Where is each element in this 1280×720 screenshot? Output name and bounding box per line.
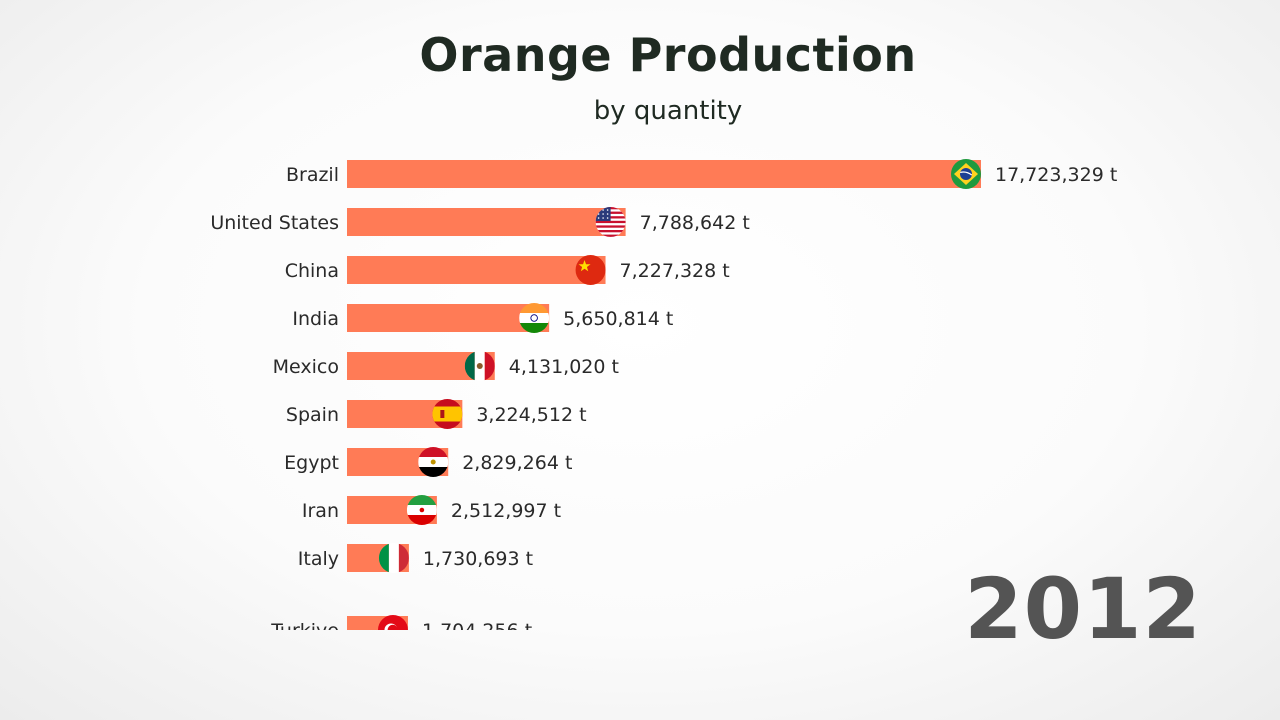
turkiye-flag-icon (377, 615, 408, 630)
value-label: 7,788,642 t (640, 212, 750, 234)
category-label: India (292, 308, 339, 330)
category-label: Brazil (286, 164, 339, 186)
china-flag-icon (575, 255, 606, 285)
category-label: United States (210, 212, 339, 234)
bar-india (347, 304, 550, 332)
usa-flag-icon (595, 207, 626, 237)
spain-flag-icon (432, 399, 463, 429)
value-label: 1,704,256 t (422, 620, 532, 642)
category-label: China (285, 260, 339, 282)
value-label: 1,730,693 t (423, 548, 533, 570)
bar-china (347, 256, 606, 284)
category-label: Iran (302, 500, 339, 522)
egypt-flag-icon (418, 447, 449, 477)
category-label: Spain (286, 404, 339, 426)
chart-title: Orange Production (419, 28, 917, 82)
category-label: Mexico (273, 356, 339, 378)
year-label: 2012 (964, 560, 1202, 658)
value-label: 3,224,512 t (476, 404, 586, 426)
value-label: 17,723,329 t (995, 164, 1117, 186)
chart-subtitle: by quantity (593, 96, 743, 126)
mexico-flag-icon (464, 351, 495, 381)
brazil-flag-icon (951, 159, 981, 189)
value-label: 5,650,814 t (563, 308, 673, 330)
bar-brazil (347, 160, 981, 188)
category-label: Turkiye (270, 620, 339, 642)
italy-flag-icon (378, 543, 409, 573)
value-label: 2,829,264 t (462, 452, 572, 474)
value-label: 2,512,997 t (451, 500, 561, 522)
bar-united-states (347, 208, 626, 236)
category-label: Egypt (284, 452, 339, 474)
value-label: 7,227,328 t (620, 260, 730, 282)
category-label: Italy (298, 548, 339, 570)
iran-flag-icon (406, 495, 437, 525)
india-flag-icon (519, 303, 550, 333)
value-label: 4,131,020 t (509, 356, 619, 378)
